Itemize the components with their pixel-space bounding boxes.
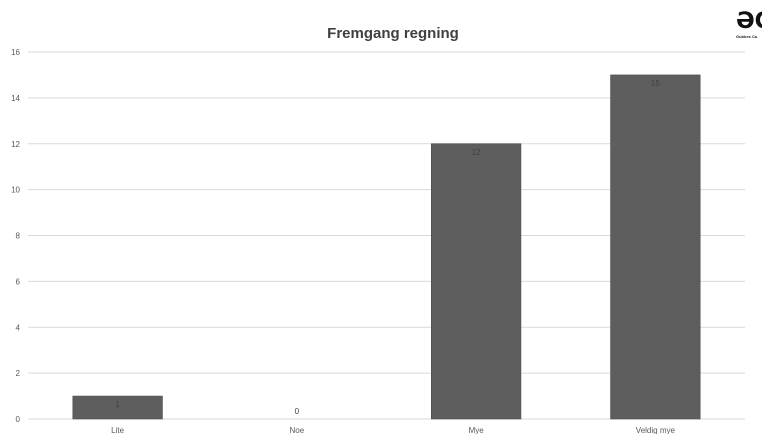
logo-glyph: ƏC: [736, 9, 762, 34]
y-tick-label: 12: [11, 140, 20, 149]
data-labels: 1 0 12 15: [115, 79, 660, 416]
x-tick-label: Lite: [111, 426, 124, 434]
logo: ƏC Gubbes Ca: [736, 9, 762, 39]
y-tick-label: 16: [11, 48, 20, 57]
x-axis: Lite Noe Mye Veldig mye: [111, 426, 675, 434]
bars: [72, 74, 701, 420]
bar: [610, 74, 701, 420]
y-tick-label: 8: [16, 232, 21, 241]
x-tick-label: Veldig mye: [636, 426, 676, 434]
gridlines: [28, 51, 745, 420]
y-tick-label: 2: [16, 369, 21, 378]
data-label: 0: [295, 407, 300, 416]
bar: [431, 143, 522, 420]
x-tick-label: Noe: [290, 426, 305, 434]
data-label: 1: [115, 400, 120, 409]
data-label: 12: [472, 148, 481, 157]
y-tick-label: 14: [11, 94, 20, 103]
data-label: 15: [651, 79, 660, 88]
bar: [72, 395, 163, 420]
y-axis: 0 2 4 6 8 10 12 14 16: [11, 48, 20, 424]
y-tick-label: 0: [16, 415, 21, 424]
y-tick-label: 4: [16, 323, 21, 332]
chart-title: Fremgang regning: [327, 25, 459, 42]
y-tick-label: 6: [16, 277, 21, 286]
logo-text: Gubbes Ca: [736, 34, 758, 39]
y-tick-label: 10: [11, 186, 20, 195]
x-tick-label: Mye: [469, 426, 485, 434]
